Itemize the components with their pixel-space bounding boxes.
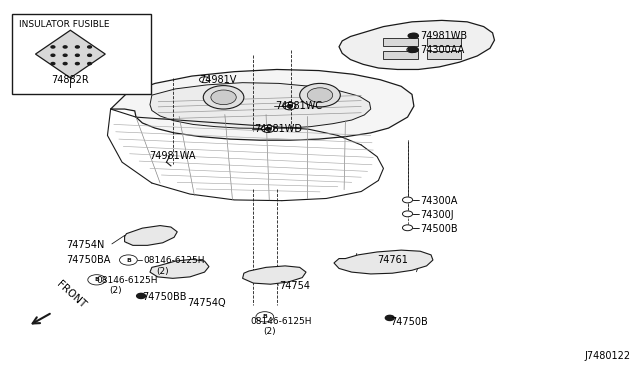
Polygon shape xyxy=(334,250,433,274)
Text: 08146-6125H: 08146-6125H xyxy=(97,276,158,285)
Text: 74981WC: 74981WC xyxy=(276,101,323,111)
Text: INSULATOR FUSIBLE: INSULATOR FUSIBLE xyxy=(19,20,109,29)
Text: B: B xyxy=(262,314,268,319)
Polygon shape xyxy=(125,225,177,246)
Text: 74981WB: 74981WB xyxy=(420,32,467,42)
Circle shape xyxy=(307,88,333,102)
Circle shape xyxy=(408,48,416,52)
Circle shape xyxy=(266,127,271,130)
Polygon shape xyxy=(35,30,105,78)
Bar xyxy=(12,14,150,94)
Polygon shape xyxy=(111,70,414,140)
Text: 74882R: 74882R xyxy=(51,75,89,85)
Text: 74754N: 74754N xyxy=(66,240,104,250)
Text: 74981V: 74981V xyxy=(200,75,237,85)
Circle shape xyxy=(211,90,236,105)
Text: 74750BA: 74750BA xyxy=(66,255,111,265)
Text: 08146-6125H: 08146-6125H xyxy=(250,317,312,326)
Text: (2): (2) xyxy=(156,266,169,276)
Text: B: B xyxy=(94,277,99,282)
Text: 74981WA: 74981WA xyxy=(148,151,195,161)
Text: (2): (2) xyxy=(109,286,122,295)
Circle shape xyxy=(410,47,419,52)
Text: 74761: 74761 xyxy=(377,255,408,265)
Circle shape xyxy=(88,62,92,65)
Circle shape xyxy=(403,197,413,203)
Text: 74754Q: 74754Q xyxy=(187,298,225,308)
Text: (2): (2) xyxy=(263,327,276,336)
Circle shape xyxy=(63,62,67,65)
Bar xyxy=(427,51,461,59)
Text: B: B xyxy=(126,257,131,263)
Circle shape xyxy=(51,62,55,65)
Text: J7480122: J7480122 xyxy=(585,351,631,361)
Circle shape xyxy=(76,62,79,65)
Circle shape xyxy=(410,33,419,38)
Polygon shape xyxy=(339,20,495,70)
Polygon shape xyxy=(150,83,371,128)
Circle shape xyxy=(51,54,55,57)
Circle shape xyxy=(204,86,244,109)
Circle shape xyxy=(137,294,145,298)
Polygon shape xyxy=(150,259,209,278)
Circle shape xyxy=(262,125,275,132)
Circle shape xyxy=(407,47,417,52)
Circle shape xyxy=(300,83,340,107)
Text: 74754: 74754 xyxy=(280,281,310,291)
Circle shape xyxy=(256,312,274,322)
Circle shape xyxy=(63,54,67,57)
Bar xyxy=(427,38,461,46)
Text: 74750B: 74750B xyxy=(390,317,428,327)
Circle shape xyxy=(284,102,296,110)
Circle shape xyxy=(385,315,394,321)
Circle shape xyxy=(51,46,55,48)
Text: 74981WD: 74981WD xyxy=(254,124,302,134)
Circle shape xyxy=(287,105,292,108)
Circle shape xyxy=(403,211,413,217)
Bar xyxy=(383,51,419,59)
Text: 74500B: 74500B xyxy=(420,224,458,234)
Circle shape xyxy=(88,46,92,48)
Polygon shape xyxy=(243,266,306,284)
Circle shape xyxy=(88,54,92,57)
Circle shape xyxy=(408,33,416,38)
Text: 74300J: 74300J xyxy=(420,209,454,219)
Text: 08146-6125H: 08146-6125H xyxy=(143,256,205,265)
Circle shape xyxy=(76,54,79,57)
Circle shape xyxy=(88,275,106,285)
Circle shape xyxy=(120,255,138,265)
Circle shape xyxy=(76,46,79,48)
Text: 74750BB: 74750BB xyxy=(142,292,187,302)
Circle shape xyxy=(200,77,210,83)
Text: FRONT: FRONT xyxy=(55,279,88,310)
Circle shape xyxy=(403,225,413,231)
Circle shape xyxy=(63,46,67,48)
Text: 74300A: 74300A xyxy=(420,196,458,206)
Text: 74300AA: 74300AA xyxy=(420,45,465,55)
Bar xyxy=(383,38,419,46)
